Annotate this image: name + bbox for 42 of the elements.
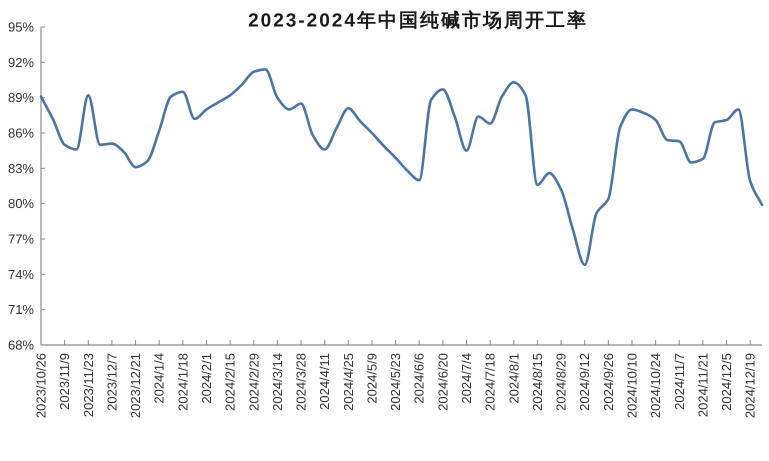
x-tick-label: 2024/2/1 xyxy=(198,353,214,404)
x-tick-label: 2024/8/29 xyxy=(554,353,569,411)
x-tick-label: 2024/1/18 xyxy=(175,353,190,411)
x-tick-label: 2023/12/21 xyxy=(128,353,144,418)
y-tick-label: 71% xyxy=(8,302,34,318)
y-tick-label: 83% xyxy=(8,160,34,176)
x-tick-label: 2024/7/4 xyxy=(459,353,474,404)
y-tick-label: 80% xyxy=(8,196,34,212)
y-tick-label: 86% xyxy=(8,126,34,140)
x-tick-label: 2024/1/4 xyxy=(152,353,167,404)
x-tick-label: 2023/12/7 xyxy=(104,353,120,411)
x-tick-label: 2023/10/26 xyxy=(34,353,48,418)
x-tick-label: 2024/8/15 xyxy=(530,353,545,411)
x-tick-label: 2024/11/7 xyxy=(672,353,687,410)
y-tick-label: 74% xyxy=(8,266,34,282)
x-tick-label: 2024/12/19 xyxy=(742,353,758,418)
x-tick-label: 2023/11/9 xyxy=(57,353,72,410)
x-tick-label: 2024/11/21 xyxy=(695,353,710,418)
y-tick-label: 89% xyxy=(8,90,34,106)
x-tick-label: 2024/3/14 xyxy=(270,353,285,411)
x-tick-label: 2024/10/24 xyxy=(648,353,664,418)
x-tick-label: 2024/6/6 xyxy=(412,353,427,404)
x-tick-label: 2024/12/5 xyxy=(719,353,734,411)
chart-title: 2023-2024年中国纯碱市场周开工率 xyxy=(248,10,588,32)
y-tick-label: 95% xyxy=(8,20,34,34)
x-tick-label: 2024/4/11 xyxy=(317,353,332,410)
y-tick-label: 92% xyxy=(8,54,34,70)
x-tick-label: 2024/3/28 xyxy=(294,353,309,411)
x-tick-label: 2023/11/23 xyxy=(80,353,96,418)
x-tick-label: 2024/8/1 xyxy=(506,353,522,404)
x-tick-label: 2024/7/18 xyxy=(482,353,498,411)
x-tick-label: 2024/6/20 xyxy=(435,353,450,411)
x-tick-label: 2024/10/10 xyxy=(624,353,640,418)
x-tick-label: 2024/4/25 xyxy=(340,353,356,411)
x-tick-label: 2024/5/23 xyxy=(388,353,404,411)
x-tick-label: 2024/9/12 xyxy=(577,353,592,411)
y-tick-label: 68% xyxy=(8,338,34,352)
x-tick-label: 2024/2/29 xyxy=(246,353,262,411)
y-tick-label: 77% xyxy=(8,232,34,246)
x-tick-label: 2024/5/9 xyxy=(364,353,380,404)
x-tick-label: 2024/2/15 xyxy=(222,353,238,411)
x-tick-label: 2024/9/26 xyxy=(600,353,616,411)
